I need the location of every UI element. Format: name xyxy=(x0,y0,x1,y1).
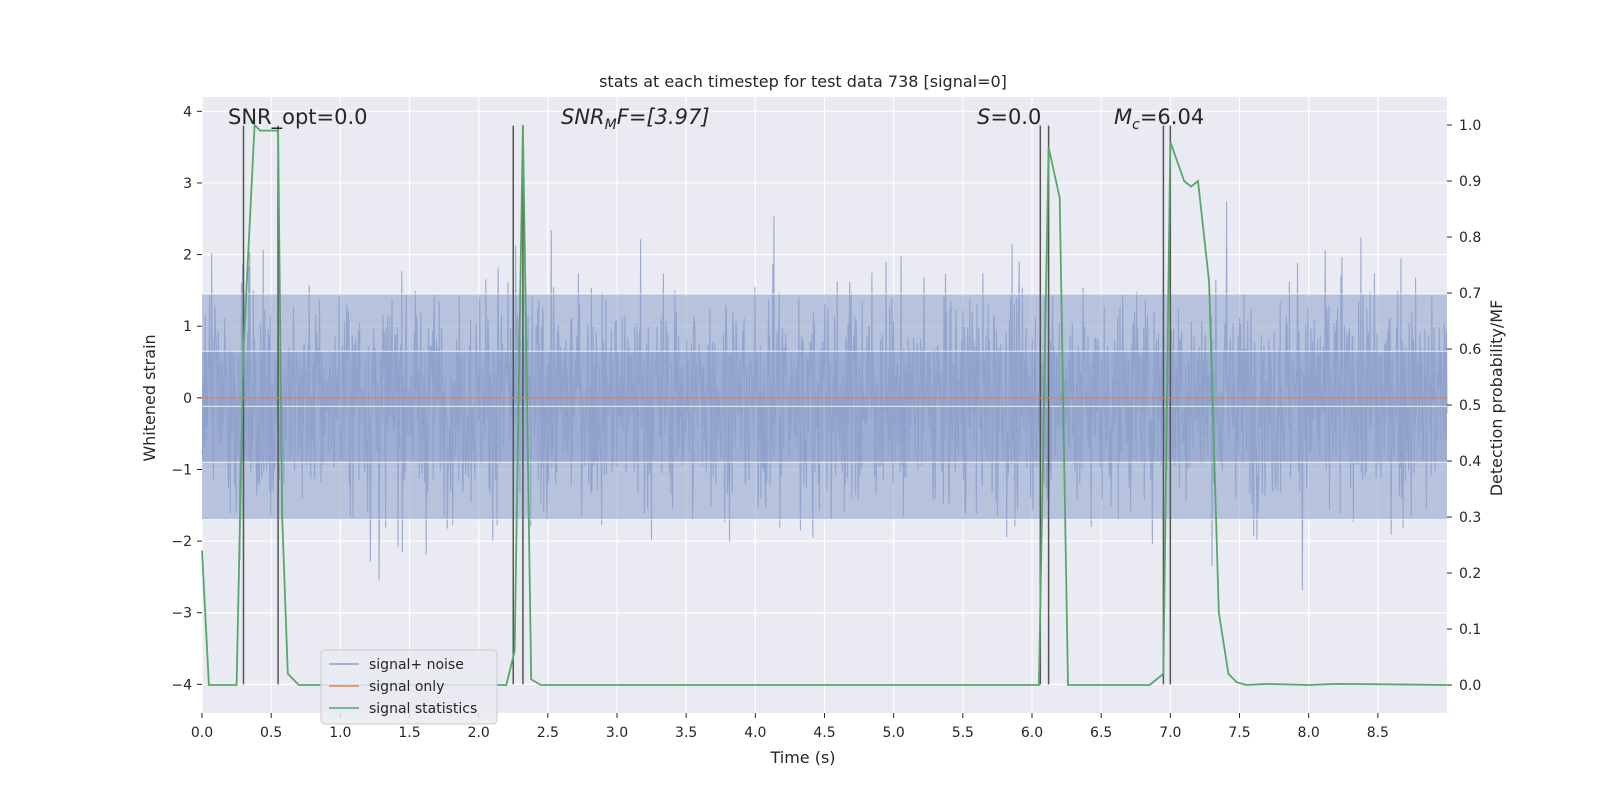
chart-title: stats at each timestep for test data 738… xyxy=(599,72,1007,91)
x-tick-label: 2.0 xyxy=(468,725,490,741)
x-tick-label: 5.5 xyxy=(952,725,974,741)
x-tick-label: 6.0 xyxy=(1021,725,1043,741)
annotation-mc: Mc=6.04 xyxy=(1114,105,1204,133)
y-right-tick-label: 0.5 xyxy=(1459,398,1481,414)
y-right-axis-ticks: 0.0 0.1 0.2 0.3 0.4 0.5 0.6 0.7 0.8 0.9 1.0 xyxy=(1447,118,1481,694)
x-tick-label: 1.5 xyxy=(398,725,420,741)
x-axis-ticks: 0.0 0.5 1.0 1.5 2.0 2.5 3.0 3.5 4.0 4.5 5.0 5.5 6.0 6… xyxy=(191,713,1389,741)
x-tick-label: 6.5 xyxy=(1090,725,1112,741)
y-right-tick-label: 0.9 xyxy=(1459,174,1481,190)
annotation-snr-mf-rest: F=[3.97] xyxy=(617,105,710,129)
x-tick-label: 4.0 xyxy=(744,725,766,741)
annotation-mc-main: M xyxy=(1114,105,1132,129)
annotation-s-main: S xyxy=(977,105,990,129)
x-tick-label: 4.5 xyxy=(813,725,835,741)
y-right-tick-label: 1.0 xyxy=(1459,118,1481,134)
annotation-snr-opt: SNR_opt=0.0 xyxy=(228,105,368,130)
y-left-tick-label: −3 xyxy=(171,606,192,622)
legend: signal+ noise signal only signal statist… xyxy=(320,649,498,725)
y-right-tick-label: 0.1 xyxy=(1459,622,1481,638)
y-left-tick-label: −1 xyxy=(171,462,192,478)
signal-noise-series xyxy=(201,201,1448,591)
annotation-mc-sub: c xyxy=(1132,117,1140,133)
y-right-tick-label: 0.0 xyxy=(1459,678,1481,694)
x-tick-label: 3.0 xyxy=(606,725,628,741)
y-left-tick-label: 4 xyxy=(183,104,192,120)
x-tick-label: 1.0 xyxy=(329,725,351,741)
x-tick-label: 8.0 xyxy=(1298,725,1320,741)
annotation-snr-mf-main: SNR xyxy=(561,105,605,129)
y-left-axis-ticks: −4 −3 −2 −1 0 1 2 3 4 xyxy=(171,104,202,693)
y-left-tick-label: −4 xyxy=(171,677,192,693)
x-tick-label: 2.5 xyxy=(537,725,559,741)
x-tick-label: 7.0 xyxy=(1159,725,1181,741)
y-right-tick-label: 0.6 xyxy=(1459,342,1481,358)
x-tick-label: 0.5 xyxy=(260,725,282,741)
y-right-tick-label: 0.4 xyxy=(1459,454,1481,470)
annotation-snr-mf: SNRMF=[3.97] xyxy=(561,105,710,133)
y-left-axis-label: Whitened strain xyxy=(140,334,159,461)
x-tick-label: 5.0 xyxy=(883,725,905,741)
y-left-tick-label: −2 xyxy=(171,534,192,550)
legend-label-signal-statistics: signal statistics xyxy=(369,701,477,717)
y-right-axis-label: Detection probability/MF xyxy=(1487,300,1506,497)
y-right-tick-label: 0.2 xyxy=(1459,566,1481,582)
x-tick-label: 7.5 xyxy=(1228,725,1250,741)
x-tick-label: 8.5 xyxy=(1367,725,1389,741)
y-left-tick-label: 0 xyxy=(183,391,192,407)
signal-statistics-series xyxy=(201,122,1448,686)
legend-label-signal-only: signal only xyxy=(369,679,444,695)
annotation-s: S=0.0 xyxy=(977,105,1041,129)
x-tick-label: 3.5 xyxy=(675,725,697,741)
y-left-tick-label: 1 xyxy=(183,319,192,335)
legend-label-signal-noise: signal+ noise xyxy=(369,657,464,673)
legend-box xyxy=(320,649,498,725)
y-right-tick-label: 0.3 xyxy=(1459,510,1481,526)
annotation-mc-rest: =6.04 xyxy=(1140,105,1204,129)
y-left-tick-label: 3 xyxy=(183,176,192,192)
y-right-tick-label: 0.7 xyxy=(1459,286,1481,302)
y-right-tick-label: 0.8 xyxy=(1459,230,1481,246)
annotation-snr-mf-sub: M xyxy=(605,117,617,133)
signal-statistics-line xyxy=(201,122,1448,686)
annotation-s-rest: =0.0 xyxy=(990,105,1041,129)
y-left-tick-label: 2 xyxy=(183,248,192,264)
x-axis-label: Time (s) xyxy=(769,748,835,767)
x-tick-label: 0.0 xyxy=(191,725,213,741)
